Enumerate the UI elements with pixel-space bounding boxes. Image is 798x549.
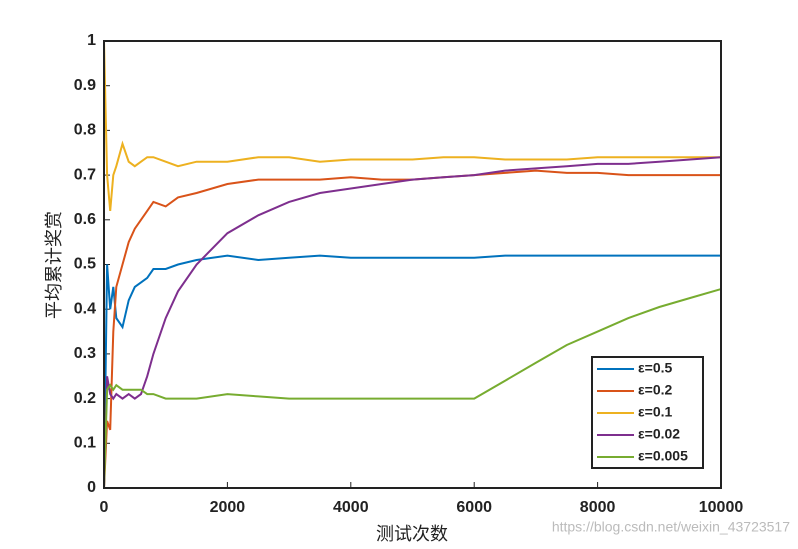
legend-label: ε=0.2 [638, 382, 672, 398]
x-tick-label: 4000 [333, 499, 369, 516]
series-line [103, 156, 722, 489]
x-axis-label: 测试次数 [376, 524, 448, 545]
x-tick-label: 2000 [210, 499, 246, 516]
x-tick-label: 0 [100, 499, 109, 516]
watermark: https://blog.csdn.net/weixin_43723517 [552, 519, 790, 535]
legend-label: ε=0.02 [638, 426, 680, 442]
plot-frame [103, 40, 722, 489]
y-tick-label: 0.6 [74, 211, 96, 228]
x-tick-label: 8000 [580, 499, 616, 516]
y-axis-label: 平均累计奖赏 [44, 211, 65, 319]
legend-label: ε=0.5 [638, 360, 672, 376]
y-tick-label: 0.8 [74, 122, 96, 139]
series-line [103, 288, 722, 489]
y-tick-label: 0.7 [74, 166, 96, 183]
y-tick-label: 1 [87, 32, 96, 49]
y-tick-label: 0 [87, 479, 96, 496]
y-tick-label: 0.5 [74, 256, 96, 273]
y-tick-label: 0.2 [74, 390, 96, 407]
legend-label: ε=0.005 [638, 448, 688, 464]
series-line [103, 40, 721, 211]
x-tick-label: 6000 [456, 499, 492, 516]
y-tick-label: 0.4 [74, 300, 96, 317]
y-tick-label: 0.9 [74, 77, 96, 94]
y-tick-label: 0.1 [74, 435, 96, 452]
y-tick-label: 0.3 [74, 345, 96, 362]
series-line [103, 169, 721, 489]
series-line [103, 254, 721, 489]
x-tick-label: 10000 [699, 499, 744, 516]
legend-label: ε=0.1 [638, 404, 672, 420]
